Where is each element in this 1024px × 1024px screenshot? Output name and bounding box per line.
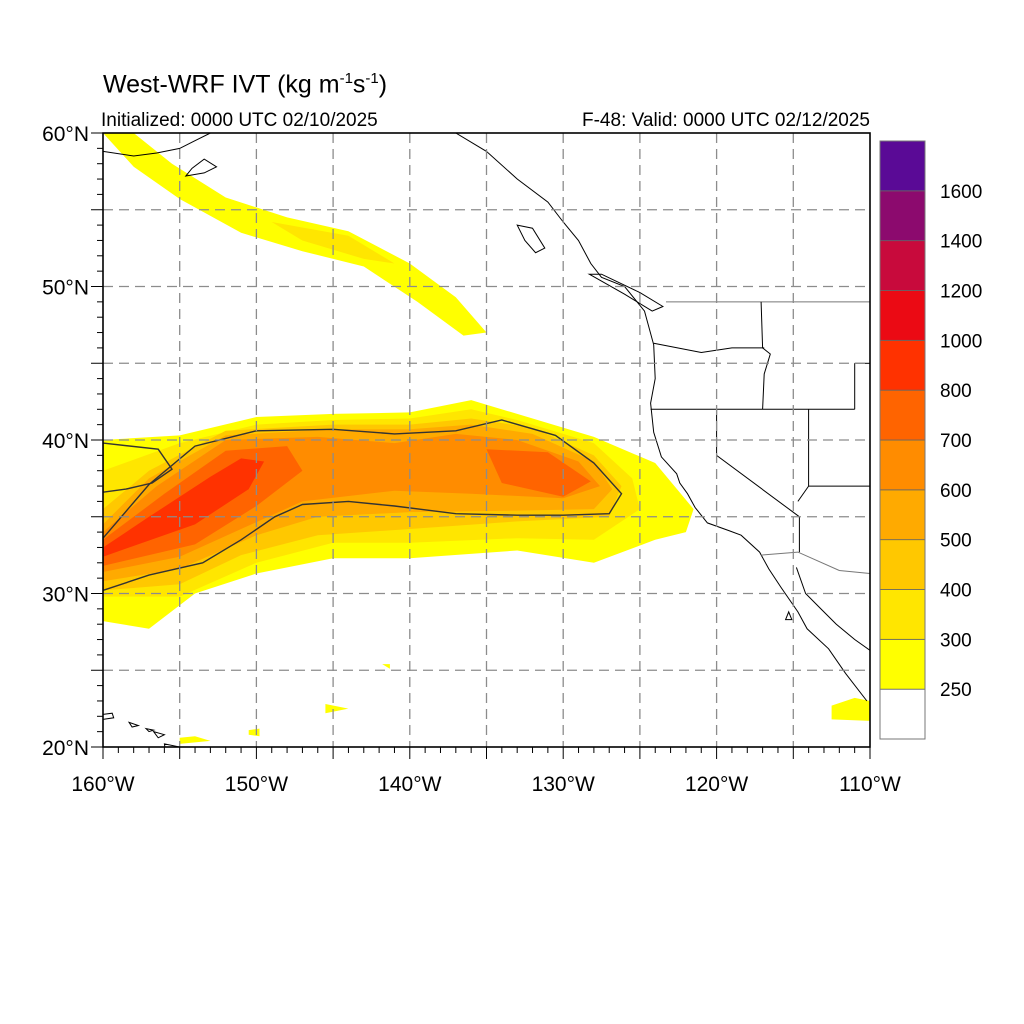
border-us-mexico [761,551,870,574]
colorbar-frame [879,140,926,740]
colorbar-label-1000: 1000 [940,331,982,352]
colorbar-label-1600: 1600 [940,182,982,203]
lon-label-110: 110°W [839,773,901,796]
vancouver-island [587,273,664,312]
lon-label-150: 150°W [225,773,288,796]
colorbar-label-1400: 1400 [940,232,982,253]
hawaii-island-3 [152,730,166,739]
colorbar-label-250: 250 [940,680,972,701]
state-border-3 [716,409,800,553]
colorbar-label-300: 300 [940,630,972,651]
small-moisture-patch-level-250 [248,728,260,737]
island [784,610,793,621]
lon-label-130: 130°W [532,773,595,796]
colorbar-box-1400 [879,190,926,242]
hawaii-island-0 [103,712,115,720]
chart-title: West-WRF IVT (kg m-1s-1) [103,70,388,99]
colorbar-label-1200: 1200 [940,282,982,303]
state-border-1 [653,342,765,354]
colorbar-box-800 [879,339,926,391]
coastline [455,133,868,702]
colorbar: 250 300 400 500 600 700 800 1000 1200 1400 1600 [879,140,982,740]
lon-label-160: 160°W [71,773,134,796]
colorbar-box-700 [879,389,926,441]
hawaii-island-1 [127,721,141,728]
state-border-4 [797,409,810,502]
colorbar-box-400 [879,539,926,590]
subtitle-initialized: Initialized: 0000 UTC 02/10/2025 [101,110,378,131]
hawaii-island-2 [144,727,156,733]
colorbar-label-500: 500 [940,531,972,552]
colorbar-label-600: 600 [940,481,972,502]
gulf-coastline [795,567,870,651]
kodiak-island [184,158,218,177]
map-layers [103,133,870,747]
contour-250-0 [103,419,623,592]
state-border-0 [760,301,771,410]
lat-label-40: 40°N [42,430,89,453]
contour-250-1 [103,442,173,493]
lat-label-50: 50°N [42,277,89,300]
colorbar-label-800: 800 [940,381,972,402]
lon-label-140: 140°W [378,773,441,796]
colorbar-box-600 [879,439,926,491]
alaska-coastline [103,133,211,157]
main-atmospheric-river-level-700 [486,449,591,497]
colorbar-box-250 [879,638,926,690]
colorbar-label-700: 700 [940,431,972,452]
small-moisture-patch-level-250 [325,704,349,714]
lat-label-30: 30°N [42,584,89,607]
baja-moisture-patch-level-250 [831,697,870,721]
colorbar-box-300 [879,589,926,640]
main-atmospheric-river-level-800 [103,458,265,557]
hawaii-moisture-patch-level-250 [179,736,211,744]
colorbar-box-1000 [879,290,926,341]
lat-label-60: 60°N [42,123,89,146]
colorbar-box-1600 [879,140,926,192]
northern-moisture-band-level-300 [271,222,395,264]
colorbar-box-500 [879,489,926,541]
hawaii-island-4 [163,743,181,747]
lat-label-20: 20°N [42,737,89,760]
haida-gwaii [516,224,546,254]
colorbar-box-below [879,688,926,740]
colorbar-label-400: 400 [940,581,972,602]
subtitle-valid: F-48: Valid: 0000 UTC 02/12/2025 [582,110,870,131]
lon-label-120: 120°W [685,773,748,796]
colorbar-box-1200 [879,240,926,291]
small-moisture-patch-level-250 [382,664,390,669]
